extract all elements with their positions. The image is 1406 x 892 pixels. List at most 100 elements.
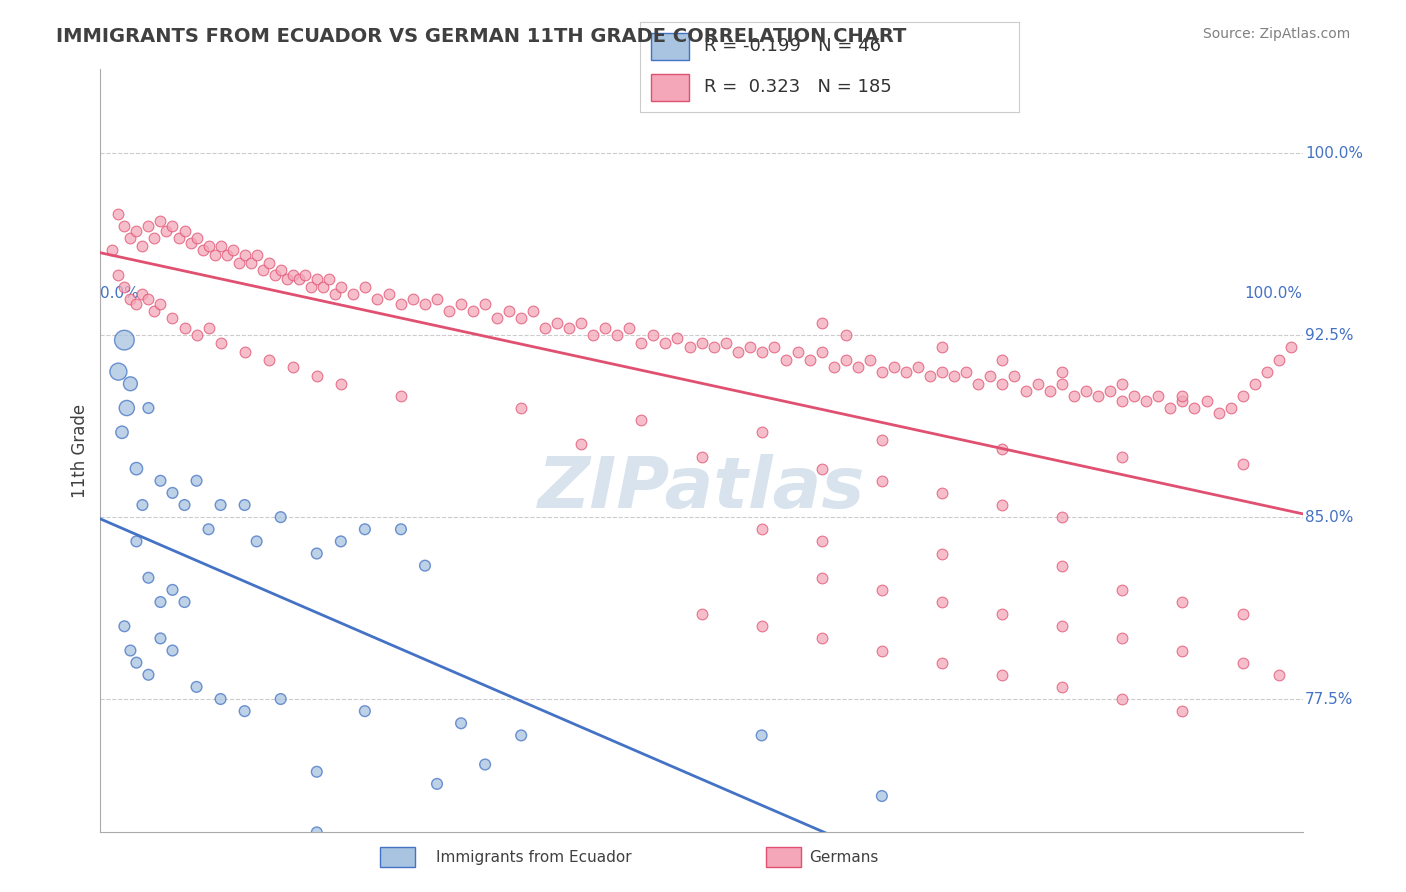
Point	[270, 510, 292, 524]
Point	[131, 498, 153, 512]
Point	[714, 335, 737, 350]
Point	[859, 352, 882, 367]
Point	[111, 425, 134, 440]
Point	[1111, 376, 1133, 391]
FancyBboxPatch shape	[651, 74, 689, 101]
Point	[595, 321, 617, 335]
Point	[931, 486, 953, 500]
Point	[810, 316, 832, 330]
Point	[654, 335, 676, 350]
Point	[299, 279, 322, 293]
Point	[221, 244, 243, 258]
Point	[329, 534, 352, 549]
Point	[143, 231, 166, 245]
Text: ZIPatlas: ZIPatlas	[538, 454, 865, 523]
Point	[1050, 365, 1073, 379]
Y-axis label: 11th Grade: 11th Grade	[72, 403, 89, 498]
Point	[991, 442, 1014, 457]
Point	[1208, 406, 1230, 420]
Point	[426, 777, 449, 791]
Point	[810, 534, 832, 549]
Point	[1002, 369, 1025, 384]
Point	[510, 401, 533, 415]
Point	[870, 582, 893, 597]
Point	[1050, 376, 1073, 391]
Point	[991, 498, 1014, 512]
Text: 77.5%: 77.5%	[1305, 691, 1354, 706]
Point	[312, 279, 335, 293]
Point	[366, 292, 388, 306]
Point	[870, 789, 893, 803]
Point	[931, 656, 953, 670]
Point	[630, 335, 652, 350]
Point	[870, 365, 893, 379]
Point	[252, 262, 274, 277]
Point	[197, 238, 219, 252]
Point	[619, 321, 641, 335]
Point	[191, 244, 214, 258]
Text: 100.0%: 100.0%	[1244, 286, 1303, 301]
Point	[1219, 401, 1241, 415]
Point	[1147, 389, 1170, 403]
Point	[378, 287, 401, 301]
Point	[120, 292, 142, 306]
Point	[786, 345, 808, 359]
Point	[354, 704, 377, 718]
Text: IMMIGRANTS FROM ECUADOR VS GERMAN 11TH GRADE CORRELATION CHART: IMMIGRANTS FROM ECUADOR VS GERMAN 11TH G…	[56, 27, 907, 45]
Point	[775, 352, 797, 367]
Text: 0.0%: 0.0%	[100, 286, 139, 301]
Point	[228, 255, 250, 269]
Point	[389, 522, 412, 536]
Point	[894, 365, 917, 379]
Point	[233, 498, 256, 512]
Point	[931, 547, 953, 561]
Point	[823, 359, 845, 374]
Point	[1087, 389, 1109, 403]
Point	[131, 287, 153, 301]
Point	[329, 279, 352, 293]
Point	[101, 244, 124, 258]
Point	[1171, 393, 1194, 408]
Point	[107, 207, 129, 221]
Point	[1171, 704, 1194, 718]
Point	[354, 522, 377, 536]
Point	[112, 219, 135, 234]
Point	[450, 297, 472, 311]
Point	[305, 764, 328, 779]
Point	[690, 607, 713, 622]
Point	[703, 340, 725, 354]
Point	[162, 643, 184, 657]
Point	[979, 369, 1001, 384]
Point	[1123, 389, 1146, 403]
Point	[1050, 510, 1073, 524]
Point	[810, 571, 832, 585]
Point	[762, 340, 785, 354]
Point	[931, 595, 953, 609]
Point	[751, 522, 773, 536]
Point	[1184, 401, 1206, 415]
Point	[209, 238, 232, 252]
FancyBboxPatch shape	[651, 33, 689, 60]
Point	[149, 595, 172, 609]
Point	[138, 571, 160, 585]
Point	[1039, 384, 1062, 398]
Point	[1232, 389, 1254, 403]
Point	[835, 328, 858, 343]
Point	[125, 656, 148, 670]
Point	[276, 272, 298, 286]
Point	[305, 369, 328, 384]
Point	[751, 619, 773, 633]
Point	[209, 335, 232, 350]
Point	[112, 333, 135, 347]
Point	[1026, 376, 1049, 391]
Point	[810, 345, 832, 359]
Point	[1279, 340, 1302, 354]
Point	[131, 238, 153, 252]
Point	[294, 268, 316, 282]
Point	[413, 558, 436, 573]
Point	[186, 680, 208, 694]
Point	[305, 547, 328, 561]
Point	[1159, 401, 1181, 415]
Point	[1076, 384, 1098, 398]
Point	[1171, 389, 1194, 403]
